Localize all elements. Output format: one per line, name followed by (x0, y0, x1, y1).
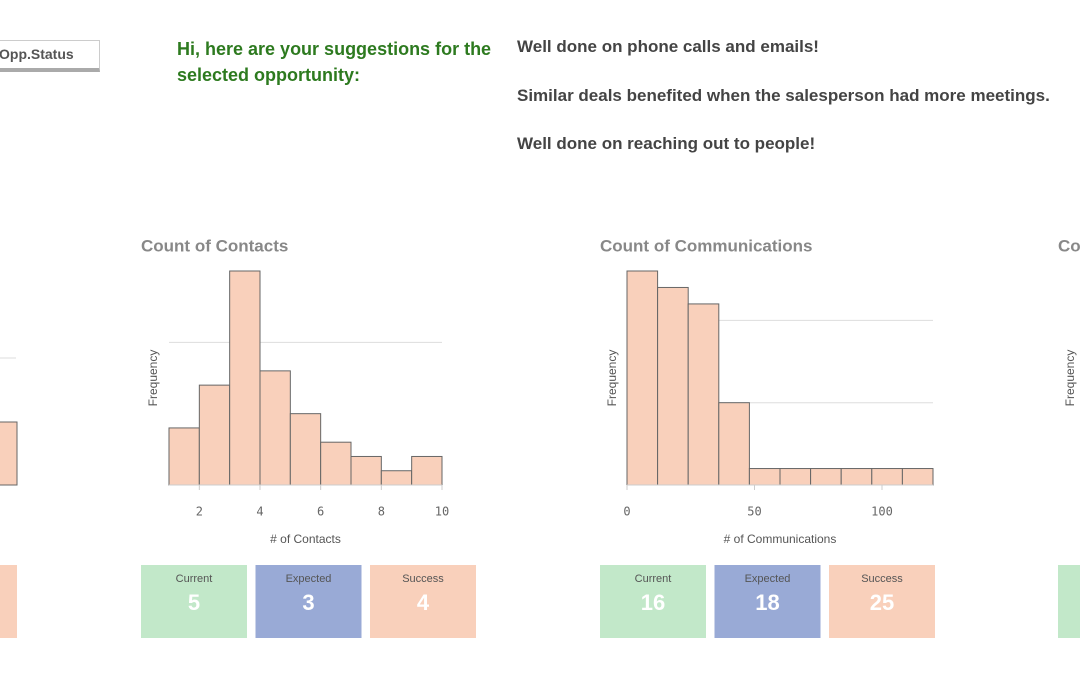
y-axis-label: Frequency (146, 350, 160, 407)
bar (320, 441, 352, 486)
x-tick-label: 100 (871, 505, 893, 519)
kpi-label: Expected (745, 573, 791, 585)
kpi-value: 16 (641, 590, 665, 615)
bar (289, 413, 322, 486)
bar (810, 468, 842, 486)
kpi-value: 25 (870, 590, 894, 615)
x-tick-label: 2 (196, 505, 203, 519)
kpi-box (370, 565, 476, 638)
bar (198, 384, 231, 486)
bar (779, 468, 812, 486)
bar (718, 402, 750, 486)
x-tick-label: 4 (256, 505, 263, 519)
suggestion: Similar deals benefited when the salespe… (517, 86, 1050, 105)
kpi-label: Current (176, 573, 213, 585)
kpi-label: Current (635, 573, 672, 585)
bar (229, 270, 261, 486)
kpi-value: 3 (302, 590, 314, 615)
partial-title: Co (1058, 236, 1080, 255)
partial-kpi (1058, 565, 1080, 638)
x-tick-label: 50 (747, 505, 761, 519)
bar (748, 468, 781, 486)
bar (168, 427, 200, 486)
suggestion: Well done on reaching out to people! (517, 134, 816, 153)
partial-y-label: Frequency (1063, 350, 1077, 407)
kpi-box (255, 565, 362, 638)
bar (687, 303, 720, 486)
kpi-box (141, 565, 247, 638)
kpi-value: 18 (755, 590, 779, 615)
bar (350, 455, 382, 486)
x-tick-label: 8 (378, 505, 385, 519)
kpi-label: Success (861, 573, 903, 585)
bar (871, 468, 903, 486)
bar (259, 370, 291, 486)
y-axis-label: Frequency (605, 350, 619, 407)
partial-kpi (0, 565, 17, 638)
chart-title: Count of Contacts (141, 236, 288, 255)
bar (901, 468, 934, 486)
chart-title: Count of Communications (600, 236, 812, 255)
kpi-label: Success (402, 573, 444, 585)
kpi-box (829, 565, 935, 638)
suggestion: Well done on phone calls and emails! (517, 37, 819, 56)
kpi-box (600, 565, 706, 638)
bar (626, 270, 659, 486)
x-axis-label: # of Communications (724, 532, 837, 546)
opp-status-button[interactable]: Opp.Status (0, 40, 100, 72)
kpi-value: 5 (188, 590, 200, 615)
x-tick-label: 0 (623, 505, 630, 519)
kpi-box (714, 565, 821, 638)
bar (840, 468, 873, 486)
x-tick-label: 10 (435, 505, 449, 519)
x-axis-label: # of Contacts (270, 532, 341, 546)
x-tick-label: 6 (317, 505, 324, 519)
kpi-value: 4 (417, 590, 430, 615)
partial-bar (0, 421, 18, 486)
bar (380, 470, 413, 486)
greeting: Hi, here are your suggestions for the se… (177, 39, 492, 85)
bar (411, 455, 443, 486)
kpi-label: Expected (286, 573, 332, 585)
bar (657, 286, 689, 486)
